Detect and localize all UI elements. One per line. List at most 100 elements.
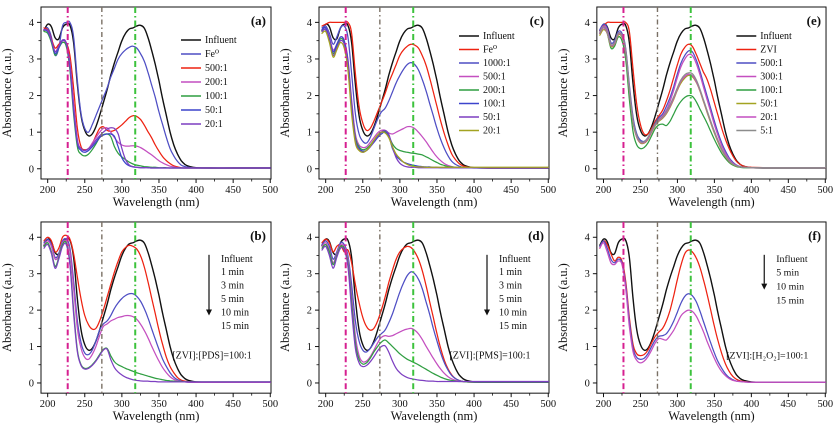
legend-label: 100:1	[760, 85, 783, 96]
x-tick-label: 450	[225, 185, 241, 196]
series-1-min	[43, 234, 271, 383]
legend-label: 15 min	[499, 321, 527, 332]
series-5-min	[43, 239, 271, 383]
arrow-down-icon	[206, 309, 212, 316]
x-tick-label: 400	[744, 399, 760, 410]
x-tick-label: 200	[40, 399, 56, 410]
y-tick-label: 3	[307, 269, 312, 280]
panel-b: 200 250 300 350 400 450 500 0 1 2 3 4 Wavelength (nm…	[0, 215, 278, 429]
x-tick-label: 250	[77, 185, 93, 196]
plot-frame	[596, 6, 827, 180]
legend-label: 200:1	[205, 77, 228, 88]
legend-label: 10 min	[499, 308, 527, 319]
series-15-min	[43, 242, 271, 383]
x-tick-label: 400	[466, 399, 482, 410]
series-5-1	[599, 26, 826, 169]
y-tick-label: 4	[307, 18, 313, 29]
legend-label: Influent	[205, 35, 237, 46]
series-influent	[321, 22, 549, 169]
y-tick-label: 1	[307, 342, 312, 353]
x-tick-label: 350	[151, 185, 167, 196]
x-tick-label: 250	[77, 399, 93, 410]
series-influent	[599, 22, 827, 169]
y-axis-label: Absorbance (a.u.)	[0, 48, 14, 137]
x-tick-label: 450	[503, 399, 519, 410]
y-tick-label: 4	[29, 18, 35, 29]
series-zvi	[599, 21, 826, 169]
plot-frame	[40, 221, 272, 394]
legend-label: 20:1	[483, 126, 501, 137]
legend-label: 15 min	[221, 321, 249, 332]
legend-label: 10 min	[776, 282, 804, 293]
series-influent	[43, 22, 271, 169]
x-tick-label: 250	[355, 185, 371, 196]
x-tick-label: 450	[780, 185, 796, 196]
x-tick-label: 300	[392, 399, 408, 410]
x-tick-label: 300	[392, 185, 408, 196]
panel-e: 200 250 300 350 400 450 500 0 1 2 3 4 Wavelength (nm…	[556, 0, 833, 215]
y-tick-label: 2	[585, 306, 590, 317]
y-axis-label: Absorbance (a.u.)	[278, 48, 292, 137]
y-tick-label: 2	[585, 91, 590, 102]
legend-label: 50:1	[760, 99, 778, 110]
arrow-down-icon	[484, 309, 490, 316]
y-tick-label: 4	[29, 233, 35, 244]
series-curves	[43, 20, 271, 169]
series-curves	[43, 234, 271, 383]
y-tick-label: 4	[585, 18, 591, 29]
x-tick-label: 200	[318, 399, 334, 410]
x-axis-label: Wavelength (nm)	[391, 409, 478, 423]
spectra-chart-f: 200 250 300 350 400 450 500 0 1 2 3 4 Wavelength (nm…	[556, 221, 833, 423]
y-tick-label: 0	[585, 378, 590, 389]
legend-label: 50:1	[205, 105, 223, 116]
panel-f: 200 250 300 350 400 450 500 0 1 2 3 4 Wavelength (nm…	[556, 215, 833, 429]
x-tick-label: 500	[540, 399, 556, 410]
legend-label: 20:1	[205, 119, 223, 130]
legend-label: Influent	[499, 254, 531, 265]
y-tick-label: 1	[29, 128, 34, 139]
series-curves	[321, 237, 549, 383]
series-influent	[321, 237, 549, 383]
ratio-annotation: [ZVI]:[H₂O₂]=100:1	[726, 350, 808, 361]
legend-label: 5 min	[221, 294, 244, 305]
legend-label: 3 min	[221, 281, 244, 292]
y-tick-label: 4	[585, 233, 591, 244]
legend-label: 50:1	[483, 112, 501, 123]
legend-label: 100:1	[205, 91, 228, 102]
x-tick-label: 300	[670, 399, 686, 410]
x-tick-label: 400	[466, 185, 482, 196]
x-tick-label: 500	[262, 185, 278, 196]
series-curves	[321, 20, 549, 169]
x-tick-label: 350	[707, 399, 723, 410]
series-15-min	[599, 242, 826, 383]
x-tick-label: 400	[188, 185, 204, 196]
y-tick-label: 3	[585, 269, 590, 280]
x-axis-label: Wavelength (nm)	[391, 195, 478, 209]
x-tick-label: 350	[429, 185, 445, 196]
arrow-down-icon	[761, 283, 768, 290]
y-tick-label: 0	[29, 378, 34, 389]
x-axis-label: Wavelength (nm)	[668, 195, 754, 209]
legend-label: 5 min	[499, 294, 522, 305]
y-tick-label: 0	[307, 164, 312, 175]
series-500-1	[43, 27, 271, 169]
series-fe-	[43, 20, 271, 169]
legend-label: 300:1	[760, 72, 783, 83]
legend-label: 500:1	[205, 63, 228, 74]
panel-d: 200 250 300 350 400 450 500 0 1 2 3 4 Wavelength (nm…	[278, 215, 556, 429]
series-20-1	[321, 30, 549, 168]
y-axis-label: Absorbance (a.u.)	[556, 48, 570, 137]
x-tick-label: 200	[596, 399, 612, 410]
spectra-chart-b: 200 250 300 350 400 450 500 0 1 2 3 4 Wavelength (nm…	[0, 221, 278, 423]
legend-label: 1000:1	[483, 58, 511, 69]
y-tick-label: 2	[307, 91, 312, 102]
plot-frame	[40, 6, 272, 180]
x-tick-label: 400	[188, 399, 204, 410]
series-15-min	[321, 245, 549, 383]
series-curves	[599, 237, 827, 383]
plot-frame	[318, 6, 550, 180]
panel-letter: (f)	[808, 228, 821, 243]
y-tick-label: 0	[307, 378, 312, 389]
y-tick-label: 1	[307, 128, 312, 139]
